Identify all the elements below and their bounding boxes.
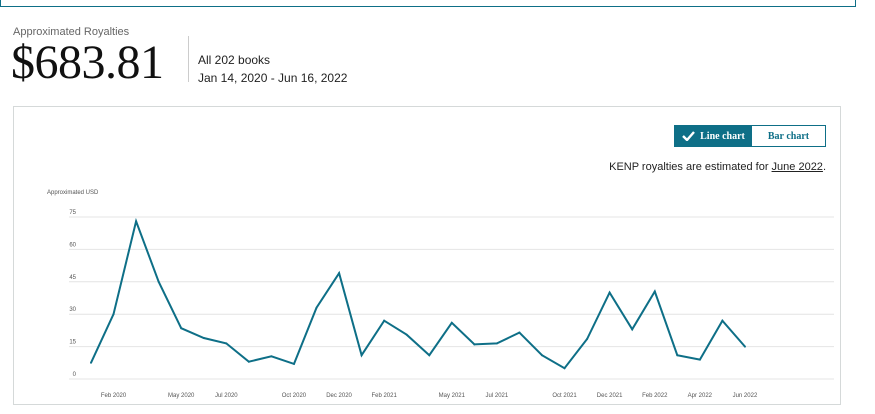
- x-tick-label: May 2021: [439, 393, 466, 399]
- x-tick-label: Feb 2022: [642, 393, 668, 399]
- date-range: Jan 14, 2020 - Jun 16, 2022: [198, 71, 348, 85]
- check-icon: [682, 131, 696, 141]
- data-point: [653, 290, 656, 293]
- data-point: [90, 361, 92, 364]
- x-tick-label: Oct 2021: [552, 393, 577, 399]
- x-tick-label: Jul 2021: [486, 393, 509, 399]
- x-tick-label: Apr 2022: [688, 393, 713, 399]
- y-tick-label: 75: [69, 210, 76, 216]
- x-tick-label: Dec 2020: [326, 393, 352, 399]
- x-tick-label: Dec 2021: [597, 393, 623, 399]
- data-point: [202, 336, 205, 339]
- y-tick-label: 30: [69, 307, 76, 313]
- y-tick-label: 15: [69, 340, 76, 346]
- chart-panel: Line chart Bar chart KENP royalties are …: [13, 106, 841, 405]
- data-point: [383, 319, 386, 322]
- data-point: [721, 319, 724, 322]
- data-point: [586, 338, 589, 341]
- data-point: [631, 328, 634, 331]
- data-point: [563, 367, 566, 370]
- x-tick-label: May 2020: [168, 393, 195, 399]
- data-point: [450, 321, 453, 324]
- data-point: [292, 362, 295, 365]
- data-point: [247, 360, 250, 363]
- y-axis-title: Approximated USD: [47, 190, 99, 196]
- data-point: [225, 342, 228, 345]
- data-point: [428, 354, 431, 357]
- line-chart-button[interactable]: Line chart: [675, 126, 752, 146]
- royalties-line-chart: Approximated USD 0 15 30 45 60 75 Feb 2020 May 2…: [47, 190, 834, 399]
- data-point: [743, 345, 746, 348]
- y-tick-label: 60: [69, 242, 76, 248]
- kenp-note: KENP royalties are estimated for June 20…: [609, 161, 826, 173]
- data-point: [338, 272, 341, 275]
- bar-chart-button[interactable]: Bar chart: [752, 126, 825, 146]
- x-tick-label: Jul 2020: [215, 393, 238, 399]
- data-point: [541, 354, 543, 357]
- data-point: [495, 342, 498, 345]
- data-point: [676, 354, 679, 357]
- chart-type-toggle: Line chart Bar chart: [674, 125, 826, 147]
- kenp-note-period: .: [822, 161, 826, 173]
- data-point: [608, 291, 611, 294]
- data-point: [157, 280, 160, 283]
- y-tick-label: 0: [73, 372, 77, 378]
- data-point: [518, 331, 521, 334]
- books-count: All 202 books: [198, 53, 271, 67]
- top-card-frame: [0, 0, 856, 7]
- data-point: [405, 333, 408, 336]
- x-tick-label: Feb 2021: [371, 393, 397, 399]
- data-point: [698, 358, 701, 361]
- series-line: [90, 217, 746, 370]
- data-point: [270, 355, 273, 358]
- x-tick-label: Jun 2022: [733, 393, 758, 399]
- data-point: [360, 354, 363, 357]
- data-point: [135, 220, 138, 223]
- bar-chart-label: Bar chart: [767, 130, 810, 142]
- y-tick-label: 45: [69, 275, 76, 281]
- royalties-amount: $683.81: [11, 36, 164, 89]
- x-tick-label: Feb 2020: [101, 393, 127, 399]
- line-chart-label: Line chart: [700, 130, 745, 142]
- summary-divider: [188, 36, 189, 82]
- x-tick-label: Oct 2020: [282, 393, 307, 399]
- data-point: [112, 313, 115, 316]
- data-point: [315, 306, 318, 309]
- kenp-month-link[interactable]: June 2022: [771, 161, 823, 173]
- summary-label: Approximated Royalties: [13, 26, 130, 38]
- data-point: [473, 343, 476, 346]
- data-point: [180, 327, 183, 330]
- kenp-note-text: KENP royalties are estimated for: [609, 161, 772, 173]
